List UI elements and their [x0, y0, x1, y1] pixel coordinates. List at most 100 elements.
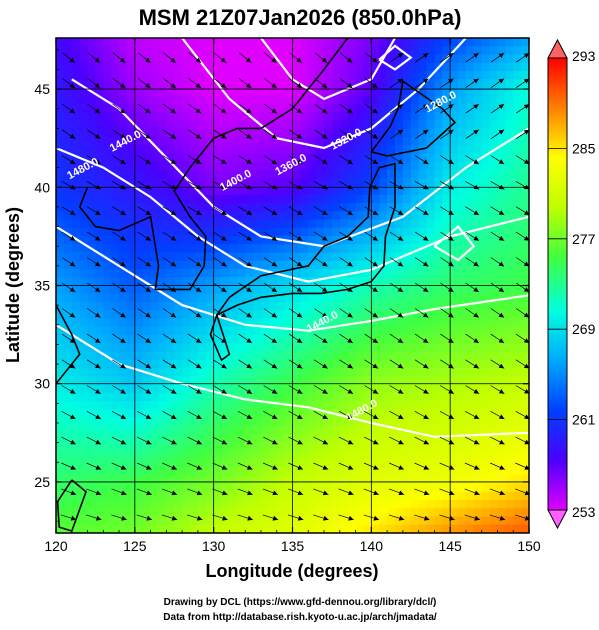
heat-cell	[481, 475, 491, 485]
heat-cell	[174, 302, 183, 311]
heat-cell	[308, 475, 317, 485]
heat-cell	[260, 62, 270, 72]
heat-cell	[387, 153, 396, 163]
heat-cell	[434, 153, 443, 163]
heat-cell	[134, 54, 144, 64]
heat-cell	[505, 417, 514, 427]
heat-cell	[260, 79, 270, 89]
heat-cell	[481, 260, 491, 270]
heat-cell	[300, 46, 309, 56]
heat-cell	[331, 417, 341, 427]
heat-cell	[71, 54, 81, 64]
streamline-arrowhead	[448, 261, 454, 267]
heat-cell	[237, 71, 246, 80]
heat-cell	[473, 153, 483, 163]
streamline-arrowhead	[120, 363, 126, 369]
heat-cell	[158, 368, 167, 377]
heat-cell	[355, 170, 365, 179]
heat-cell	[418, 54, 428, 64]
streamline-arrowhead	[170, 159, 177, 165]
heat-cell	[521, 458, 529, 468]
heat-cell	[213, 467, 223, 476]
streamline-arrowhead	[145, 159, 152, 165]
heat-cell	[473, 170, 483, 179]
heat-cell	[268, 318, 278, 328]
heat-cell	[410, 524, 420, 533]
heat-cell	[292, 211, 301, 221]
heat-cell	[442, 252, 451, 262]
heat-cell	[182, 500, 191, 509]
x-tick-label: 125	[123, 538, 147, 554]
heat-cell	[347, 128, 357, 138]
heat-cell	[324, 434, 333, 443]
heat-cell	[316, 508, 325, 518]
streamline-arrowhead	[95, 414, 101, 419]
streamline-arrowhead	[322, 414, 328, 419]
heat-cell	[505, 467, 514, 476]
heat-cell	[150, 227, 160, 237]
heat-cell	[339, 508, 349, 518]
streamline-arrowhead	[220, 83, 227, 89]
streamline-arrowhead	[321, 108, 328, 114]
streamline-arrowhead	[448, 210, 454, 215]
heat-cell	[355, 54, 365, 64]
heat-cell	[458, 326, 467, 336]
heat-cell	[119, 326, 128, 336]
heat-cell	[95, 285, 104, 295]
heat-cell	[79, 153, 89, 163]
heat-cell	[213, 252, 223, 262]
heat-cell	[79, 211, 89, 221]
heat-cell	[71, 269, 81, 278]
heat-cell	[111, 318, 120, 328]
heat-cell	[197, 170, 207, 179]
heat-cell	[339, 161, 349, 171]
heat-cell	[150, 211, 160, 221]
heat-cell	[182, 335, 191, 344]
heat-cell	[316, 62, 325, 72]
heat-cell	[394, 137, 404, 146]
heat-cell	[505, 351, 514, 361]
heat-cell	[521, 302, 529, 311]
heat-cell	[229, 227, 238, 237]
streamline-arrowhead	[69, 389, 76, 394]
heat-cell	[56, 38, 65, 47]
heat-cell	[292, 178, 301, 188]
heat-cell	[473, 285, 483, 295]
heat-cell	[308, 137, 317, 146]
heat-cell	[426, 310, 435, 320]
heat-cell	[95, 38, 104, 47]
heat-cell	[473, 409, 483, 419]
streamline-arrowhead	[196, 465, 203, 470]
streamline-arrowhead	[448, 389, 454, 394]
heat-cell	[197, 46, 207, 56]
heat-cell	[237, 351, 246, 361]
heat-cell	[111, 293, 120, 303]
heat-cell	[292, 112, 301, 122]
heat-cell	[79, 326, 89, 336]
heat-cell	[300, 458, 309, 468]
heat-cell	[458, 351, 467, 361]
heat-cell	[268, 54, 278, 64]
streamline-arrowhead	[69, 133, 76, 139]
streamline-arrowhead	[196, 389, 202, 394]
heat-cell	[111, 71, 120, 80]
heat-cell	[71, 38, 81, 47]
heat-cell	[260, 368, 270, 377]
streamline-arrowhead	[70, 414, 76, 419]
heat-cell	[418, 62, 428, 72]
streamline-arrowhead	[170, 108, 176, 114]
heat-cell	[205, 442, 215, 452]
heat-cell	[190, 203, 199, 212]
heat-cell	[237, 236, 246, 245]
heat-cell	[166, 194, 175, 204]
heat-cell	[245, 318, 254, 328]
heat-cell	[347, 508, 357, 518]
heat-cell	[355, 104, 365, 113]
heat-cell	[434, 186, 443, 196]
heat-cell	[205, 170, 215, 179]
heat-cell	[111, 434, 120, 443]
heat-cell	[268, 293, 278, 303]
heat-cell	[450, 170, 459, 179]
heat-cell	[87, 236, 97, 245]
heat-cell	[63, 491, 73, 501]
